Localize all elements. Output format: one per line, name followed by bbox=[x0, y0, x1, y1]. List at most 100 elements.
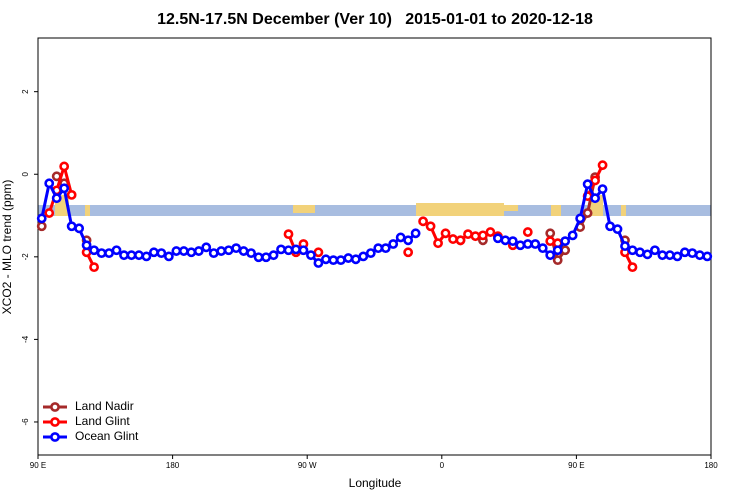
data-point bbox=[66, 221, 77, 232]
land-patch bbox=[293, 205, 315, 213]
data-point bbox=[560, 245, 571, 256]
data-point bbox=[216, 246, 227, 256]
data-point bbox=[343, 253, 354, 263]
land-patch bbox=[416, 203, 504, 216]
data-point bbox=[418, 216, 429, 227]
y-axis-label: XCO2 - MLO trend (ppm) bbox=[0, 180, 14, 315]
data-point bbox=[620, 241, 630, 251]
data-point bbox=[679, 247, 690, 258]
data-point bbox=[582, 179, 593, 190]
x-tick-label: 90 E bbox=[30, 461, 46, 470]
data-point bbox=[186, 247, 197, 258]
data-point bbox=[119, 250, 129, 261]
data-point bbox=[350, 254, 361, 265]
data-point bbox=[500, 235, 511, 246]
data-point bbox=[44, 208, 55, 218]
data-point bbox=[291, 244, 301, 255]
data-point bbox=[126, 250, 137, 261]
data-point bbox=[365, 248, 376, 259]
chart-title: 12.5N-17.5N December (Ver 10) 2015-01-01… bbox=[157, 11, 593, 28]
data-point bbox=[171, 246, 182, 256]
data-point bbox=[702, 251, 713, 262]
data-point bbox=[515, 240, 526, 251]
data-point bbox=[552, 255, 563, 266]
data-point bbox=[193, 246, 204, 256]
x-axis-label: Longitude bbox=[349, 476, 402, 490]
data-point bbox=[440, 228, 451, 239]
data-point bbox=[59, 183, 70, 194]
data-point bbox=[545, 250, 556, 261]
data-point bbox=[246, 248, 257, 259]
data-point bbox=[552, 245, 563, 256]
data-point bbox=[231, 243, 242, 254]
data-point bbox=[373, 243, 384, 254]
plot-frame bbox=[37, 37, 712, 456]
data-point bbox=[627, 245, 638, 256]
data-point bbox=[605, 221, 615, 232]
data-point bbox=[59, 161, 70, 172]
data-point bbox=[283, 245, 294, 256]
y-tick-label: 0 bbox=[21, 171, 30, 176]
ocean-band bbox=[38, 205, 711, 216]
data-point bbox=[298, 245, 309, 256]
data-point bbox=[141, 251, 152, 262]
data-point bbox=[590, 175, 600, 186]
data-point bbox=[238, 246, 249, 256]
data-point bbox=[410, 228, 421, 239]
data-point bbox=[590, 193, 600, 204]
data-point bbox=[306, 250, 316, 261]
data-point bbox=[163, 251, 174, 262]
data-point bbox=[89, 262, 99, 273]
data-point bbox=[612, 224, 623, 235]
data-point bbox=[178, 246, 189, 256]
data-point bbox=[81, 240, 92, 251]
series bbox=[36, 178, 713, 268]
data-point bbox=[253, 252, 264, 263]
data-point bbox=[388, 239, 399, 249]
legend-label: Land Nadir bbox=[75, 399, 134, 413]
data-point bbox=[134, 250, 144, 261]
y-tick-label: -4 bbox=[21, 335, 30, 343]
data-point bbox=[335, 255, 346, 266]
data-point bbox=[657, 250, 668, 261]
data-point bbox=[89, 245, 99, 256]
data-point bbox=[650, 245, 660, 256]
data-point bbox=[522, 227, 533, 237]
data-point bbox=[403, 235, 414, 246]
legend-label: Land Glint bbox=[75, 414, 130, 428]
data-point bbox=[694, 250, 705, 261]
data-point bbox=[380, 243, 391, 254]
data-point bbox=[672, 251, 683, 262]
x-tick-label: 90 E bbox=[568, 461, 584, 470]
legend-marker bbox=[50, 417, 60, 427]
data-point bbox=[485, 227, 496, 237]
data-point bbox=[268, 250, 279, 261]
y-tick-label: -2 bbox=[21, 253, 30, 261]
data-point bbox=[149, 247, 159, 258]
data-point bbox=[111, 245, 122, 256]
data-point bbox=[463, 229, 473, 240]
data-point bbox=[545, 228, 556, 239]
data-point bbox=[478, 230, 488, 241]
x-tick-label: 0 bbox=[440, 461, 445, 470]
data-point bbox=[687, 248, 698, 259]
data-point bbox=[313, 247, 324, 258]
data-point bbox=[492, 233, 503, 244]
y-tick-label: -6 bbox=[21, 418, 30, 426]
data-point bbox=[642, 249, 653, 260]
data-point bbox=[36, 213, 47, 224]
legend-label: Ocean Glint bbox=[75, 429, 139, 443]
data-point bbox=[560, 236, 571, 247]
data-point bbox=[66, 189, 77, 200]
land-patch bbox=[621, 205, 626, 216]
legend-marker bbox=[50, 402, 60, 412]
data-point bbox=[313, 258, 324, 268]
data-point bbox=[201, 242, 212, 253]
data-point bbox=[448, 234, 458, 244]
data-point bbox=[597, 160, 608, 171]
data-point bbox=[522, 239, 533, 249]
land-patch bbox=[504, 205, 518, 211]
data-point bbox=[208, 248, 219, 259]
